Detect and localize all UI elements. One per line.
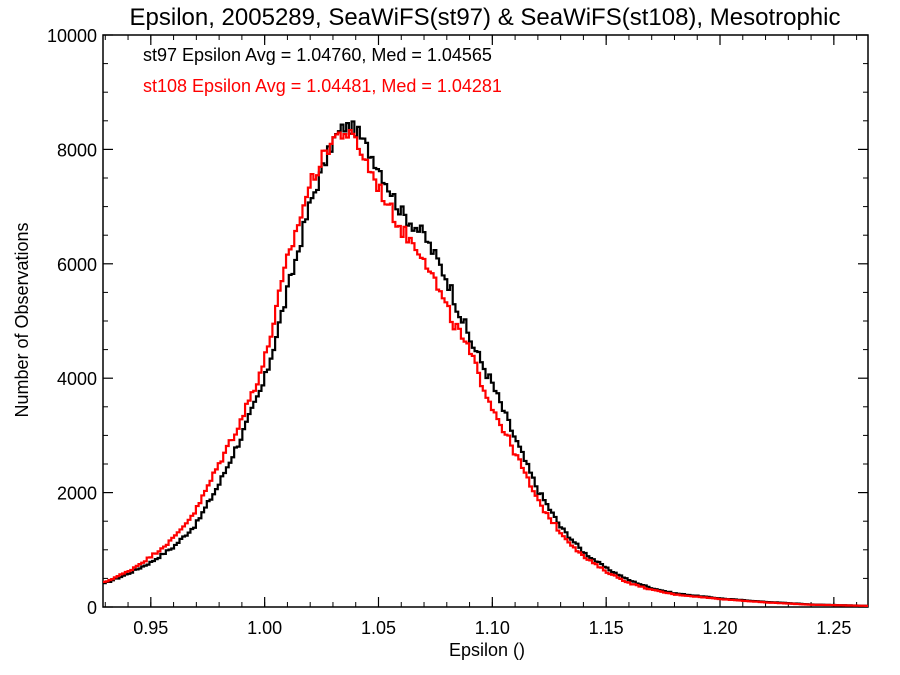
y-tick-label: 0 [87, 598, 97, 618]
y-axis-label: Number of Observations [12, 222, 32, 417]
y-tick-label: 6000 [57, 255, 97, 275]
plot-border [102, 34, 869, 608]
y-tick-label: 2000 [57, 484, 97, 504]
x-tick-label: 0.95 [133, 618, 168, 638]
x-tick-label: 1.10 [475, 618, 510, 638]
series-group [103, 120, 868, 607]
series-st97-line [103, 120, 868, 607]
annotation-st108-stats: st108 Epsilon Avg = 1.04481, Med = 1.042… [143, 76, 502, 96]
y-tick-label: 8000 [57, 140, 97, 160]
x-tick-label: 1.15 [589, 618, 624, 638]
y-tick-label: 4000 [57, 369, 97, 389]
x-axis-label: Epsilon () [449, 640, 525, 660]
x-tick-label: 1.25 [816, 618, 851, 638]
series-st108-line [103, 128, 868, 607]
y-tick-label: 10000 [47, 26, 97, 46]
annotation-st97-stats: st97 Epsilon Avg = 1.04760, Med = 1.0456… [143, 45, 492, 65]
plot-frame [102, 34, 869, 608]
x-tick-label: 1.20 [702, 618, 737, 638]
x-tick-label: 1.05 [361, 618, 396, 638]
chart-title: Epsilon, 2005289, SeaWiFS(st97) & SeaWiF… [130, 4, 841, 31]
y-axis-ticks: 0 2000 4000 6000 8000 10000 [47, 26, 868, 618]
x-tick-label: 1.00 [247, 618, 282, 638]
x-axis-ticks: 0.95 1.00 1.05 1.10 1.15 1.20 1.25 [104, 35, 858, 638]
